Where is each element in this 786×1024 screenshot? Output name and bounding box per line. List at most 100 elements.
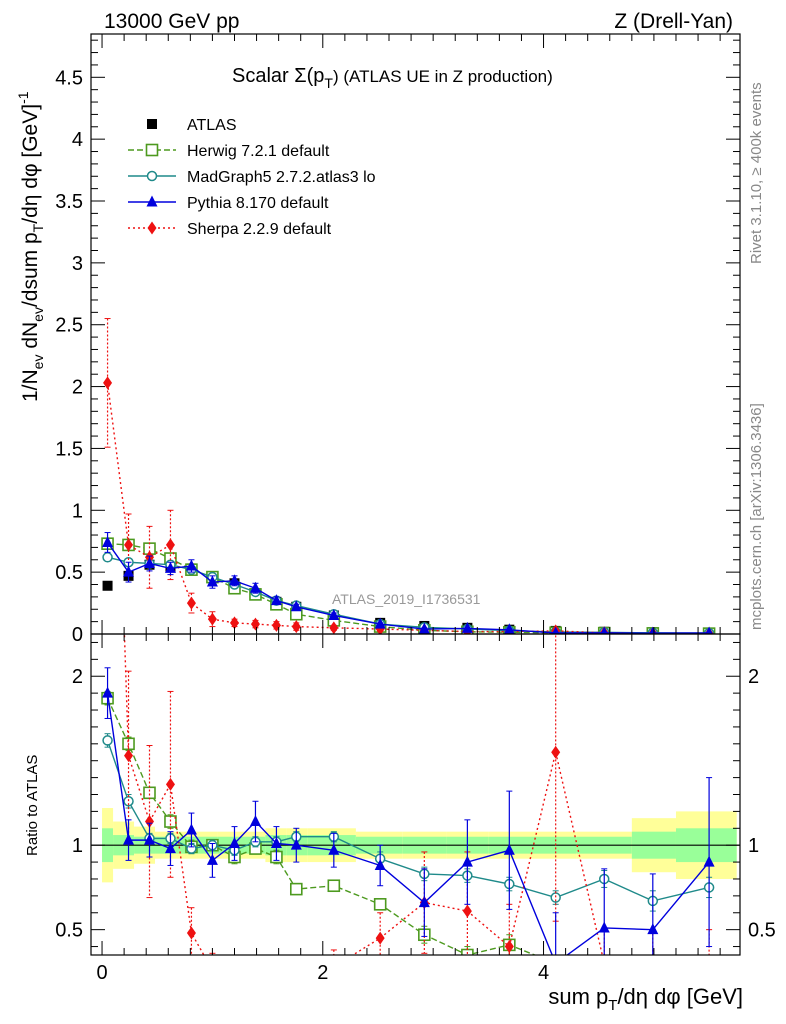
ratio-point-sherpa [504, 940, 514, 954]
main-point-sherpa [124, 538, 134, 552]
ratio-line-herwig [106, 697, 537, 955]
legend-marker-sherpa [147, 221, 157, 235]
ratio-y-tick-label-right: 2 [748, 666, 759, 688]
main-point-sherpa [329, 621, 339, 634]
main-series-herwig [101, 537, 716, 634]
legend-item-herwig: Herwig 7.2.1 default [128, 143, 330, 160]
ratio-point-sherpa [292, 974, 301, 987]
main-point-pythia [123, 565, 135, 577]
ratio-point-sherpa [329, 960, 338, 973]
x-tick-label: 4 [538, 962, 549, 984]
ratio-point-pythia [374, 858, 386, 870]
main-point-pythia [164, 561, 176, 573]
x-axis-label: sum pT/dη dφ [GeV] [548, 984, 743, 1014]
main-y-tick-label: 3 [72, 253, 83, 275]
ratio-point-herwig [647, 958, 658, 969]
main-y-tick-label: 0.5 [55, 562, 83, 584]
main-point-pythia [600, 626, 609, 634]
ratio-y-tick-label-right: 1 [748, 835, 759, 857]
main-point-sherpa [165, 538, 175, 552]
process-label: Z (Drell-Yan) [614, 10, 733, 33]
legend-label-herwig: Herwig 7.2.1 default [187, 143, 330, 160]
main-y-tick-label: 1 [72, 500, 83, 522]
chart-title: Scalar Σ(pT) (ATLAS UE in Z production) [232, 65, 553, 91]
main-point-sherpa [250, 617, 260, 631]
main-point-pythia [185, 559, 197, 571]
ratio-point-pythia [249, 815, 261, 827]
ratio-point-sherpa [375, 931, 385, 945]
x-tick-label: 0 [96, 962, 107, 984]
main-point-pythia [503, 623, 515, 634]
legend-item-madgraph: MadGraph5 2.7.2.atlas3 lo [128, 169, 376, 186]
main-y-tick-label: 0 [72, 624, 83, 646]
ratio-point-sherpa [251, 974, 260, 987]
ratio-point-herwig [550, 958, 561, 969]
legend-marker-pythia [146, 195, 158, 207]
legend-item-sherpa: Sherpa 2.2.9 default [128, 221, 332, 238]
main-point-pythia [102, 535, 114, 547]
ratio-point-pythia [143, 833, 155, 845]
legend-item-atlas: ATLAS [147, 117, 237, 134]
main-y-tick-label: 1.5 [55, 438, 83, 460]
ratio-series-madgraph [102, 733, 715, 912]
legend-marker-herwig [145, 143, 159, 157]
legend-item-pythia: Pythia 8.170 default [128, 195, 329, 212]
ratio-point-pythia [418, 896, 430, 908]
ratio-point-pythia [290, 838, 302, 850]
legend-label-sherpa: Sherpa 2.2.9 default [187, 221, 332, 238]
ratio-point-sherpa [272, 974, 281, 987]
main-point-pythia [249, 581, 261, 593]
ratio-point-herwig [599, 958, 610, 969]
ratio-point-pythia [503, 843, 515, 855]
ratio-point-sherpa [551, 745, 561, 759]
ratio-point-pythia [598, 921, 610, 933]
main-point-pythia [206, 575, 218, 587]
main-point-sherpa [291, 620, 301, 634]
main-point-pythia [270, 594, 282, 606]
main-point-pythia [649, 626, 657, 634]
main-series-pythia [102, 532, 713, 634]
ratio-point-pythia [328, 843, 340, 855]
main-series-group [101, 318, 716, 634]
main-point-sherpa [186, 596, 196, 610]
legend-marker-atlas [147, 119, 157, 129]
main-point-sherpa [207, 612, 217, 626]
ratio-point-pythia [461, 855, 473, 867]
main-point-pythia [461, 621, 473, 633]
x-tick-label: 2 [317, 962, 328, 984]
main-point-pythia [228, 574, 240, 586]
main-y-tick-label: 4.5 [55, 67, 83, 89]
ratio-y-tick-label-left: 2 [72, 666, 83, 688]
main-y-tick-label: 2.5 [55, 315, 83, 337]
ratio-point-sherpa [705, 957, 714, 970]
ratio-point-pythia [228, 836, 240, 848]
mcplots-label: mcplots.cern.ch [arXiv:1306.3436] [748, 403, 765, 630]
main-point-pythia [705, 626, 713, 634]
ratio-point-sherpa [103, 129, 112, 142]
ratio-point-herwig [704, 958, 715, 969]
ratio-y-tick-label-right: 0.5 [748, 920, 776, 942]
ratio-point-sherpa [186, 926, 196, 940]
main-y-tick-label: 2 [72, 377, 83, 399]
main-point-sherpa [271, 618, 281, 632]
main-y-tick-label: 4 [72, 129, 83, 151]
legend-label-atlas: ATLAS [187, 117, 237, 134]
ratio-series-pythia [102, 667, 715, 955]
ratio-y-tick-label-left: 1 [72, 835, 83, 857]
ratio-point-herwig [289, 882, 303, 896]
analysis-watermark: ATLAS_2019_I1736531 [332, 591, 481, 607]
main-line-pythia [106, 542, 710, 634]
ratio-point-pythia [703, 855, 715, 867]
rivet-label: Rivet 3.1.10, ≥ 400k events [748, 82, 765, 264]
main-point-madgraph [102, 552, 113, 563]
ratio-point-sherpa [648, 957, 657, 970]
ratio-series-group [101, 129, 715, 987]
beam-label: 13000 GeV pp [104, 10, 239, 33]
ratio-point-sherpa [462, 904, 472, 918]
ratio-point-pythia [102, 686, 114, 698]
ratio-point-sherpa [144, 815, 154, 829]
main-point-pythia [290, 600, 302, 612]
main-point-pythia [418, 622, 430, 634]
main-point-pythia [328, 608, 340, 620]
